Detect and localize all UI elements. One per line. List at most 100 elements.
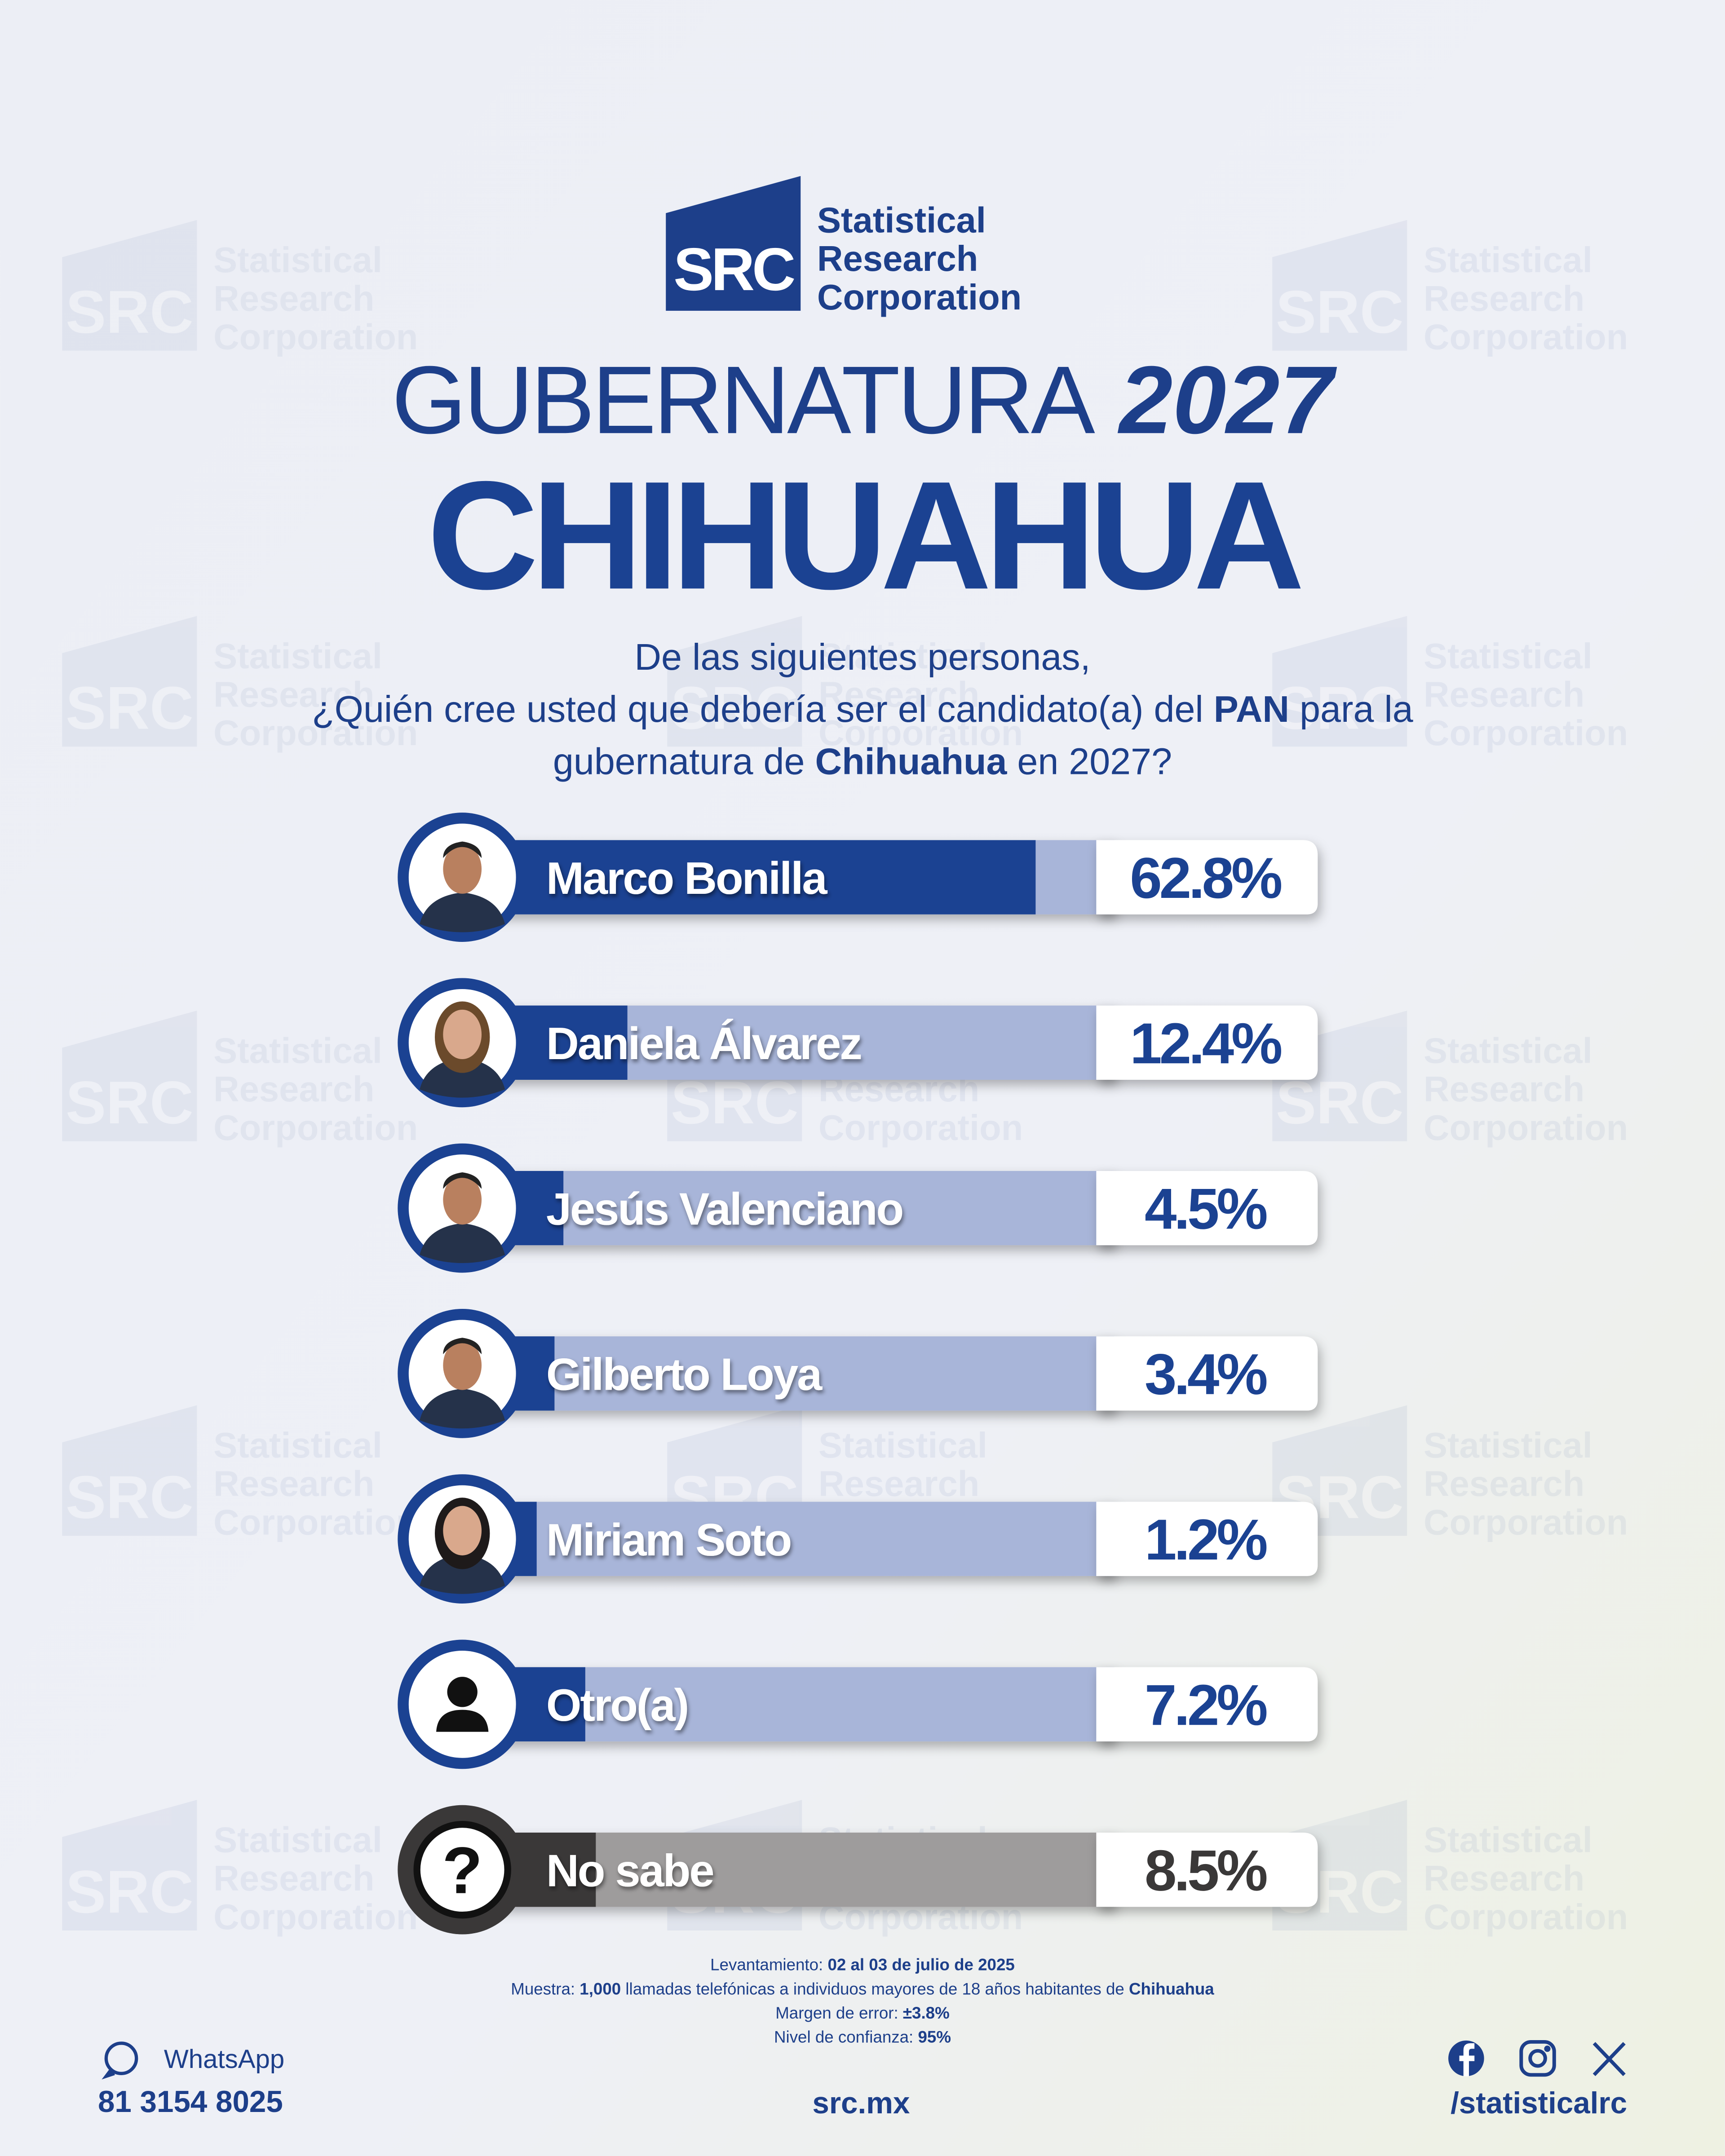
value-label: 1.2% <box>1145 1508 1266 1572</box>
footer: WhatsApp 81 3154 8025 src.mx /statistica… <box>98 2040 1627 2120</box>
note-line: Margen de error: ±3.8% <box>775 2004 950 2022</box>
avatar-face <box>443 1175 482 1225</box>
avatar-face <box>443 1009 482 1060</box>
note-segment: llamadas telefónicas a individuos mayore… <box>621 1979 1129 1998</box>
watermark-text: Corporation <box>213 1108 418 1148</box>
watermark-text: Research <box>1424 1069 1584 1109</box>
watermark-text: Statistical <box>213 1030 382 1070</box>
watermark-text: Research <box>213 278 374 318</box>
watermark-shape <box>62 1011 197 1141</box>
note-segment: 1,000 <box>579 1979 621 1998</box>
instagram-icon[interactable] <box>1519 2040 1556 2077</box>
logo-text: Corporation <box>817 277 1022 317</box>
bar-track <box>468 1336 1115 1411</box>
x-icon[interactable] <box>1592 2042 1626 2076</box>
avatar-hair <box>443 1172 482 1189</box>
user-icon-body <box>436 1710 489 1732</box>
avatar-hair <box>443 841 482 858</box>
watermark-text: Statistical <box>1424 636 1592 676</box>
watermark-text: Research <box>213 674 374 714</box>
facebook-icon[interactable] <box>1448 2040 1484 2076</box>
note-line: Muestra: 1,000 llamadas telefónicas a in… <box>511 1979 1214 1998</box>
watermark-text: Corporation <box>1424 1108 1628 1148</box>
value-box <box>1096 1171 1318 1246</box>
note-segment: Margen de error: <box>775 2004 903 2022</box>
whatsapp-label: WhatsApp <box>164 2045 284 2074</box>
avatar-face <box>443 1340 482 1390</box>
watermark-text: Statistical <box>213 636 382 676</box>
watermark-shape <box>62 616 197 747</box>
note-segment: Muestra: <box>511 1979 579 1998</box>
watermark-text: SRC <box>1276 1069 1403 1136</box>
watermark-text: SRC <box>1276 674 1403 742</box>
avatar-body <box>420 1223 505 1264</box>
question-segment: Chihuahua <box>815 740 1007 782</box>
bar-row: 62.8% Marco Bonilla <box>398 813 1318 942</box>
bar-row: 12.4% Daniela Álvarez <box>398 978 1318 1108</box>
help-icon-ring <box>413 1820 511 1919</box>
watermark-text: Corporation <box>213 1897 418 1937</box>
watermark-text: SRC <box>66 674 193 742</box>
category-label: Daniela Álvarez <box>546 1019 861 1069</box>
value-label: 3.4% <box>1145 1343 1266 1407</box>
social-handle[interactable]: /statisticalrc <box>1451 2086 1627 2120</box>
logo-text: Statistical <box>817 200 986 240</box>
avatar-face <box>443 1506 482 1555</box>
note-segment: Levantamiento: <box>710 1956 827 1974</box>
bar-row: 4.5% Jesús Valenciano <box>398 1143 1318 1273</box>
note-segment: Nivel de confianza: <box>774 2028 918 2046</box>
note-segment: 02 al 03 de julio de 2025 <box>827 1956 1014 1974</box>
watermark-shape <box>667 616 802 747</box>
note-segment: Chihuahua <box>1129 1979 1214 1998</box>
avatar-body <box>420 1388 505 1429</box>
title-word: GUBERNATURA <box>392 346 1095 454</box>
watermark-text: Corporation <box>1424 1897 1628 1937</box>
watermark-text: Research <box>213 1464 374 1504</box>
category-label: Jesús Valenciano <box>546 1184 902 1234</box>
watermark-text: Research <box>818 674 979 714</box>
avatar-body <box>420 892 505 932</box>
question-segment: gubernatura de <box>553 740 815 782</box>
value-label: 12.4% <box>1130 1012 1281 1076</box>
watermark-text: SRC <box>671 674 798 742</box>
question-segment: para la <box>1289 688 1413 730</box>
logo-text: Research <box>817 239 978 278</box>
watermark-text: Corporation <box>1424 1502 1628 1542</box>
avatar-face <box>443 844 482 894</box>
watermark-shape <box>1272 616 1407 747</box>
watermark-text: Corporation <box>213 317 418 357</box>
watermark-text: Research <box>213 1858 374 1898</box>
note-line: Nivel de confianza: 95% <box>774 2028 951 2046</box>
value-box <box>1096 1005 1318 1080</box>
bar-chart: 62.8% Marco Bonilla 12.4% Daniela Álvarez 4.… <box>398 813 1318 1935</box>
watermark-text: Statistical <box>818 1425 987 1465</box>
website[interactable]: src.mx <box>812 2086 910 2120</box>
value-label: 62.8% <box>1130 846 1281 910</box>
category-label: Gilberto Loya <box>546 1350 823 1400</box>
value-box <box>1096 1833 1318 1907</box>
bar-row: 1.2% Miriam Soto <box>398 1474 1318 1604</box>
bar-row: 7.2% Otro(a) <box>398 1639 1318 1769</box>
value-box <box>1096 1667 1318 1742</box>
watermark-text: Research <box>1424 1464 1584 1504</box>
bar-track <box>468 1171 1115 1246</box>
watermark-text: SRC <box>66 278 193 346</box>
watermark-text: SRC <box>66 1463 193 1531</box>
title: GUBERNATURA 2027 <box>392 346 1337 454</box>
watermark-text: Statistical <box>818 636 987 676</box>
logo: SRC Statistical Research Corporation <box>666 176 1022 317</box>
bar-track <box>468 1502 1115 1576</box>
watermark-text: Research <box>213 1069 374 1109</box>
watermark-text: Corporation <box>818 713 1023 753</box>
watermark-text: Statistical <box>213 1820 382 1860</box>
watermark-text: Corporation <box>213 1502 418 1542</box>
watermark-shape <box>1272 220 1407 351</box>
bar <box>468 840 1036 915</box>
question-line: gubernatura de Chihuahua en 2027? <box>553 740 1172 782</box>
note-segment: ±3.8% <box>903 2004 950 2022</box>
watermark-text: Statistical <box>1424 240 1592 280</box>
watermark-text: SRC <box>671 1069 798 1136</box>
watermark-shape <box>62 1800 197 1931</box>
watermark-shape <box>62 220 197 351</box>
